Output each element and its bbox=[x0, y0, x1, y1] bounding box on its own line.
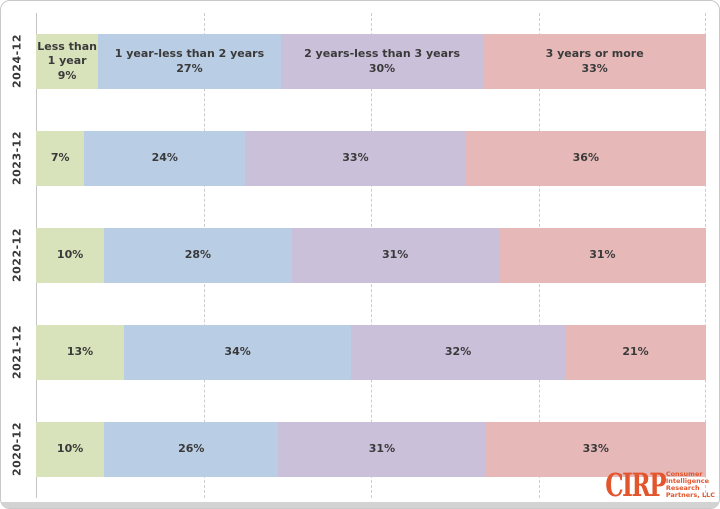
segment-value: 33% bbox=[582, 442, 609, 456]
bar-segment: 13% bbox=[36, 325, 125, 380]
bar-row-2024-12: 2024-12 Less than 1 year 9% 1 year-less tha… bbox=[11, 13, 707, 110]
logo-caption-line: Consumer bbox=[665, 470, 703, 478]
bar-segment: 31% bbox=[278, 422, 486, 477]
bar-segment: 21% bbox=[564, 325, 706, 380]
bar-segment: 3 years or more 33% bbox=[483, 34, 707, 89]
segment-value: 28% bbox=[184, 248, 212, 262]
bar-segment: 1 year-less than 2 years 27% bbox=[98, 34, 281, 89]
bar-segment: 31% bbox=[291, 228, 499, 283]
y-axis-label: 2024-12 bbox=[10, 34, 24, 89]
bar-segment: 10% bbox=[36, 422, 105, 477]
segment-value: 27% bbox=[176, 61, 203, 75]
segment-value: 34% bbox=[224, 345, 251, 359]
segment-value: 21% bbox=[622, 345, 649, 359]
stacked-bar: 13% 34% 32% 21% bbox=[36, 325, 706, 380]
logo-caption-line: Intelligence bbox=[665, 477, 710, 485]
bar-segment: 33% bbox=[485, 422, 706, 477]
cirp-logo-caption: Consumer Intelligence Research Partners,… bbox=[666, 471, 715, 499]
bar-rows: 2024-12 Less than 1 year 9% 1 year-less tha… bbox=[11, 13, 707, 498]
y-axis-label: 2023-12 bbox=[10, 131, 24, 186]
segment-series-name: 2 years-less than 3 years bbox=[304, 47, 460, 61]
segment-value: 13% bbox=[66, 345, 94, 359]
segment-series-name: Less than 1 year bbox=[37, 40, 97, 68]
stacked-bar: Less than 1 year 9% 1 year-less than 2 yea… bbox=[36, 34, 707, 89]
logo-caption-line: Research bbox=[665, 484, 700, 492]
bar-row-2020-12: 2020-12 10% 26% 31% 33% bbox=[11, 401, 706, 498]
bar-segment: 7% bbox=[36, 131, 85, 186]
segment-value: 33% bbox=[342, 151, 369, 165]
segment-value: 31% bbox=[382, 248, 409, 262]
y-axis-label: 2020-12 bbox=[10, 422, 24, 477]
bar-segment: Less than 1 year 9% bbox=[36, 34, 99, 89]
plot-area: 2024-12 Less than 1 year 9% 1 year-less tha… bbox=[11, 13, 707, 498]
segment-series-name: 1 year-less than 2 years bbox=[114, 47, 265, 61]
stacked-bar: 10% 26% 31% 33% bbox=[36, 422, 706, 477]
logo-caption-line: Partners, LLC bbox=[665, 491, 715, 499]
cirp-logo-text: CIRP bbox=[604, 466, 666, 504]
segment-value: 31% bbox=[589, 248, 616, 262]
segment-value: 24% bbox=[151, 151, 178, 165]
segment-value: 36% bbox=[572, 151, 599, 165]
bar-segment: 32% bbox=[351, 325, 565, 380]
stacked-bar: 7% 24% 33% 36% bbox=[36, 131, 706, 186]
bar-segment: 33% bbox=[245, 131, 466, 186]
segment-value: 7% bbox=[50, 151, 70, 165]
segment-value: 30% bbox=[368, 61, 396, 75]
bar-row-2021-12: 2021-12 13% 34% 32% 21% bbox=[11, 304, 706, 401]
cirp-logo: CIRP Consumer Intelligence Research Part… bbox=[582, 466, 715, 504]
bar-segment: 2 years-less than 3 years 30% bbox=[280, 34, 484, 89]
bar-row-2023-12: 2023-12 7% 24% 33% 36% bbox=[11, 110, 706, 207]
segment-value: 31% bbox=[368, 442, 396, 456]
bar-segment: 34% bbox=[124, 325, 352, 380]
segment-value: 9% bbox=[57, 68, 77, 82]
bottom-edge-strip bbox=[1, 502, 719, 508]
segment-series-name: 3 years or more bbox=[545, 47, 644, 61]
bar-segment: 10% bbox=[36, 228, 105, 283]
segment-value: 26% bbox=[178, 442, 205, 456]
segment-value: 32% bbox=[444, 345, 472, 359]
y-axis-label: 2021-12 bbox=[10, 325, 24, 380]
segment-value: 33% bbox=[581, 61, 608, 75]
segment-value: 10% bbox=[56, 442, 84, 456]
bar-segment: 28% bbox=[104, 228, 292, 283]
bar-segment: 26% bbox=[104, 422, 279, 477]
segment-value: 10% bbox=[56, 248, 84, 262]
bar-segment: 31% bbox=[498, 228, 706, 283]
bar-row-2022-12: 2022-12 10% 28% 31% 31% bbox=[11, 207, 706, 304]
bar-segment: 36% bbox=[465, 131, 706, 186]
stacked-bar: 10% 28% 31% 31% bbox=[36, 228, 706, 283]
y-axis-label: 2022-12 bbox=[10, 228, 24, 283]
bar-segment: 24% bbox=[84, 131, 246, 186]
